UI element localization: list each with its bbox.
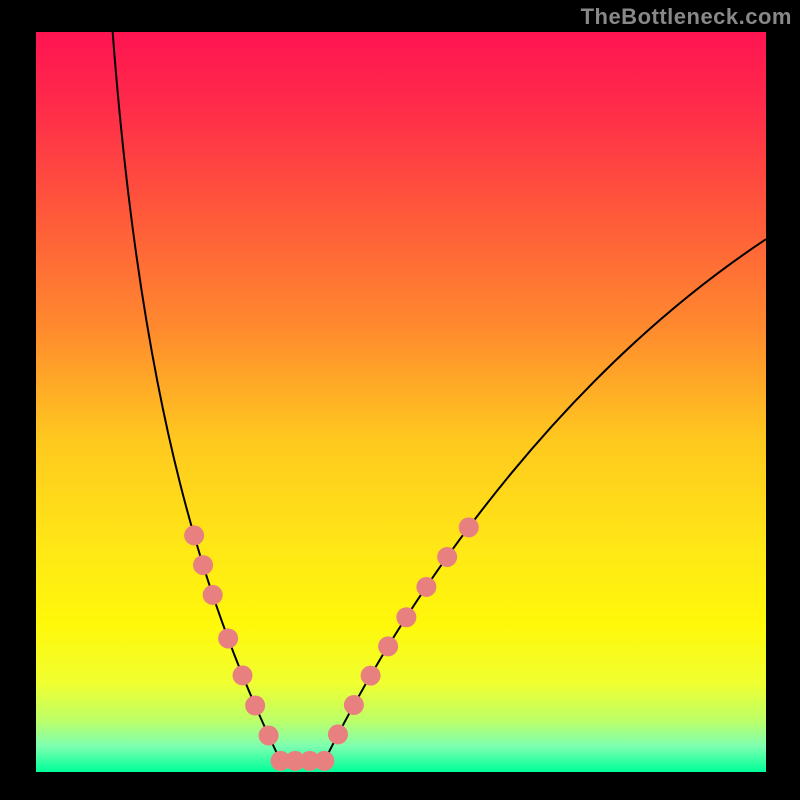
curve-marker: [437, 547, 457, 567]
curve-marker: [459, 517, 479, 537]
curve-marker: [378, 636, 398, 656]
curve-marker: [314, 751, 334, 771]
curve-marker: [259, 725, 279, 745]
curve-marker: [361, 666, 381, 686]
curve-marker: [416, 577, 436, 597]
curve-marker: [396, 607, 416, 627]
chart-frame: TheBottleneck.com: [0, 0, 800, 800]
bottleneck-curve: [36, 32, 766, 772]
curve-marker: [344, 695, 364, 715]
curve-marker: [193, 555, 213, 575]
v-curve-path: [113, 32, 766, 761]
watermark-text: TheBottleneck.com: [581, 4, 792, 30]
curve-marker: [328, 724, 348, 744]
curve-marker: [233, 665, 253, 685]
curve-marker: [245, 695, 265, 715]
curve-marker: [218, 628, 238, 648]
curve-marker: [184, 525, 204, 545]
curve-marker: [203, 585, 223, 605]
plot-area: [36, 32, 766, 772]
